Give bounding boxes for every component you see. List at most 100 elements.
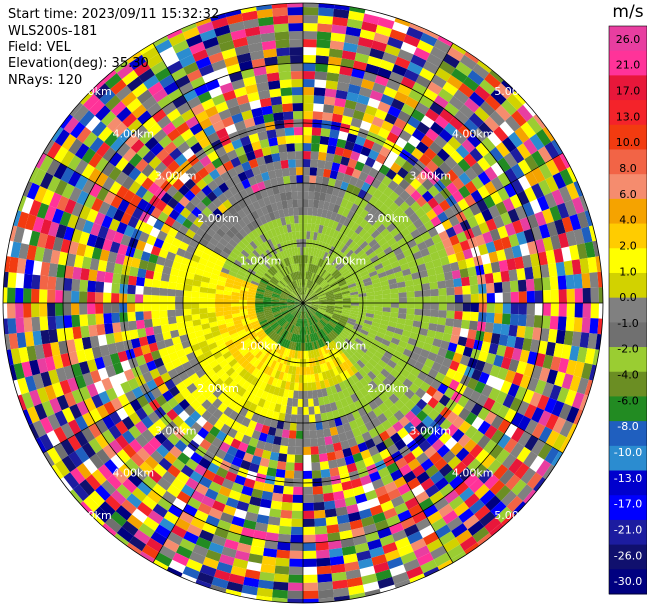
velocity-bin: [490, 501, 507, 517]
velocity-bin: [401, 268, 412, 277]
velocity-bin: [377, 327, 387, 335]
velocity-bin: [318, 151, 327, 161]
velocity-bin: [320, 281, 328, 288]
velocity-bin: [510, 179, 524, 194]
velocity-bin: [380, 368, 390, 378]
velocity-bin: [363, 138, 375, 150]
velocity-bin: [408, 166, 421, 179]
velocity-bin: [374, 335, 384, 343]
velocity-bin: [311, 324, 316, 333]
velocity-bin: [469, 147, 484, 162]
velocity-bin: [438, 88, 454, 103]
velocity-bin: [401, 329, 412, 338]
velocity-bin: [303, 71, 316, 80]
velocity-bin: [329, 341, 336, 350]
velocity-bin: [479, 489, 496, 506]
velocity-bin: [506, 93, 523, 111]
velocity-bin: [352, 109, 365, 121]
velocity-bin: [311, 135, 321, 144]
velocity-bin: [326, 305, 335, 308]
velocity-bin: [392, 421, 404, 433]
velocity-bin: [598, 287, 603, 303]
velocity-bin: [303, 111, 313, 120]
velocity-bin: [597, 271, 603, 288]
velocity-bin: [522, 202, 535, 217]
velocity-bin: [427, 185, 440, 198]
velocity-bin: [524, 171, 539, 187]
velocity-bin: [514, 126, 530, 144]
velocity-bin: [545, 175, 559, 193]
velocity-bin: [501, 99, 517, 116]
velocity-bin: [354, 337, 364, 346]
velocity-bin: [438, 303, 447, 311]
velocity-bin: [339, 372, 347, 382]
velocity-bin: [517, 159, 532, 175]
velocity-bin: [323, 285, 331, 291]
velocity-bin: [566, 406, 580, 424]
velocity-bin: [348, 240, 357, 250]
velocity-bin: [523, 138, 538, 155]
velocity-bin: [317, 339, 323, 348]
velocity-bin: [308, 183, 316, 192]
velocity-bin: [390, 293, 399, 299]
velocity-bin: [352, 60, 368, 72]
velocity-bin: [335, 356, 343, 366]
velocity-bin: [327, 219, 335, 229]
velocity-bin: [386, 373, 397, 384]
velocity-bin: [327, 303, 335, 305]
velocity-bin: [309, 281, 314, 289]
velocity-bin: [304, 271, 307, 280]
velocity-bin: [350, 300, 359, 303]
velocity-bin: [378, 203, 389, 214]
velocity-bin: [439, 108, 454, 123]
velocity-bin: [423, 504, 439, 518]
velocity-bin: [335, 261, 343, 270]
velocity-bin: [437, 248, 448, 259]
velocity-bin: [522, 338, 533, 352]
velocity-bin: [531, 439, 546, 456]
velocity-bin: [335, 196, 344, 206]
velocity-bin: [340, 198, 349, 208]
velocity-bin: [390, 260, 401, 269]
velocity-bin: [303, 301, 311, 303]
colorbar-tick-label: -1.0: [617, 317, 638, 330]
velocity-bin: [350, 150, 361, 162]
velocity-bin: [470, 189, 484, 203]
velocity-bin: [451, 68, 468, 83]
velocity-bin: [406, 223, 418, 234]
velocity-bin: [552, 155, 567, 173]
velocity-bin: [379, 146, 391, 158]
velocity-bin: [405, 313, 415, 321]
velocity-bin: [342, 107, 355, 118]
velocity-bin: [309, 255, 313, 264]
velocity-bin: [379, 343, 389, 351]
velocity-bin: [313, 274, 319, 283]
velocity-bin: [407, 337, 418, 346]
velocity-bin: [329, 170, 339, 180]
velocity-bin: [316, 232, 322, 242]
velocity-bin: [438, 503, 454, 518]
velocity-bin: [446, 295, 455, 303]
velocity-bin: [589, 318, 599, 334]
velocity-bin: [348, 402, 358, 413]
velocity-bin: [372, 259, 382, 267]
velocity-bin: [430, 121, 444, 136]
velocity-bin: [367, 370, 377, 381]
velocity-bin: [303, 295, 306, 303]
velocity-bin: [303, 303, 309, 309]
velocity-bin: [307, 317, 312, 326]
velocity-bin: [334, 272, 342, 280]
velocity-bin: [304, 279, 307, 288]
velocity-bin: [374, 303, 383, 308]
velocity-bin: [343, 217, 351, 227]
velocity-bin: [342, 305, 351, 308]
velocity-bin: [373, 32, 390, 45]
velocity-bin: [500, 211, 513, 226]
velocity-bin: [314, 313, 322, 320]
velocity-bin: [472, 127, 488, 143]
velocity-bin: [529, 339, 540, 353]
velocity-bin: [492, 323, 502, 335]
velocity-bin: [432, 338, 443, 348]
velocity-bin: [340, 331, 349, 339]
velocity-bin: [376, 267, 386, 275]
